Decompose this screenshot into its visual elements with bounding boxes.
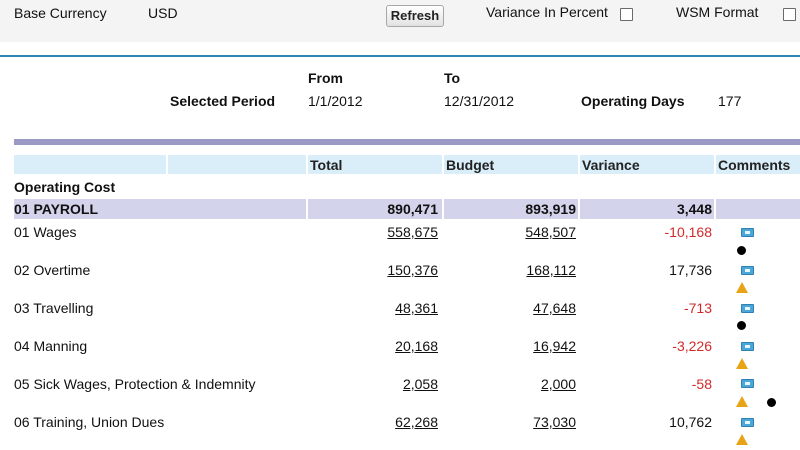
group-row-budget: 893,919 <box>525 201 576 217</box>
comment-icon[interactable] <box>741 266 754 275</box>
row-label: 01 Wages <box>14 224 77 240</box>
column-header-total: Total <box>310 157 343 173</box>
row-total-link[interactable]: 20,168 <box>395 338 438 354</box>
section-title: Operating Cost <box>14 179 116 195</box>
from-label: From <box>308 70 343 86</box>
group-row-label: 01 PAYROLL <box>14 201 99 217</box>
refresh-button[interactable]: Refresh <box>386 5 444 27</box>
header-divider <box>0 55 800 57</box>
header-cell-total <box>308 155 442 174</box>
row-total-link[interactable]: 48,361 <box>395 300 438 316</box>
row-budget-link[interactable]: 2,000 <box>540 376 576 392</box>
warning-icon <box>736 434 748 445</box>
comment-icon[interactable] <box>741 304 754 313</box>
to-label: To <box>444 70 461 86</box>
group-row-comments-cell <box>716 199 800 219</box>
variance-percent-checkbox[interactable] <box>620 8 633 21</box>
row-variance: -58 <box>691 376 712 392</box>
group-row-budget-cell <box>444 199 578 219</box>
group-row-total: 890,471 <box>387 201 438 217</box>
header-cell-blank-1 <box>14 155 166 174</box>
group-row-total-cell <box>308 199 442 219</box>
base-currency-label: Base Currency <box>14 5 107 21</box>
row-label: 03 Travelling <box>14 300 94 316</box>
dot-icon <box>737 246 746 255</box>
wsm-format-checkbox[interactable] <box>783 8 796 21</box>
comment-icon[interactable] <box>741 418 754 427</box>
row-total-link[interactable]: 558,675 <box>387 224 438 240</box>
row-budget-link[interactable]: 47,648 <box>533 300 576 316</box>
dot-icon <box>767 398 776 407</box>
column-header-variance: Variance <box>582 157 640 173</box>
group-row-variance: 3,448 <box>676 201 712 217</box>
group-row-variance-cell <box>580 199 714 219</box>
row-label: 04 Manning <box>14 338 88 354</box>
warning-icon <box>736 396 748 407</box>
dot-icon <box>737 321 746 330</box>
header-cell-variance <box>580 155 714 174</box>
column-header-comments: Comments <box>718 157 791 173</box>
to-date: 12/31/2012 <box>444 93 515 109</box>
comment-icon[interactable] <box>741 228 754 237</box>
row-variance: 10,762 <box>669 414 712 430</box>
row-budget-link[interactable]: 548,507 <box>525 224 576 240</box>
variance-percent-label: Variance In Percent <box>486 4 608 20</box>
row-variance: -10,168 <box>664 224 712 240</box>
header-cell-budget <box>444 155 578 174</box>
warning-icon <box>736 358 748 369</box>
selected-period-label: Selected Period <box>170 93 276 109</box>
row-label: 05 Sick Wages, Protection & Indemnity <box>14 376 256 392</box>
row-budget-link[interactable]: 168,112 <box>526 262 576 278</box>
row-variance: -713 <box>683 300 712 316</box>
column-header-budget: Budget <box>446 157 495 173</box>
comment-icon[interactable] <box>741 379 754 388</box>
row-total-link[interactable]: 150,376 <box>387 262 438 278</box>
row-label: 06 Training, Union Dues <box>14 414 165 430</box>
row-variance: 17,736 <box>669 262 712 278</box>
base-currency-value: USD <box>148 5 178 21</box>
comment-icon[interactable] <box>741 342 754 351</box>
row-total-link[interactable]: 2,058 <box>402 376 438 392</box>
header-cell-blank-2 <box>168 155 306 174</box>
operating-days-label: Operating Days <box>581 93 685 109</box>
row-label: 02 Overtime <box>14 262 91 278</box>
from-date: 1/1/2012 <box>308 93 363 109</box>
section-divider <box>14 139 800 145</box>
row-total-link[interactable]: 62,268 <box>395 414 438 430</box>
warning-icon <box>736 282 748 293</box>
header-cell-comments <box>716 155 800 174</box>
group-row-label-cell <box>14 199 306 219</box>
operating-days-value: 177 <box>718 93 742 109</box>
wsm-format-label: WSM Format <box>676 4 759 20</box>
row-budget-link[interactable]: 16,942 <box>533 338 576 354</box>
row-budget-link[interactable]: 73,030 <box>533 414 576 430</box>
row-variance: -3,226 <box>672 338 712 354</box>
